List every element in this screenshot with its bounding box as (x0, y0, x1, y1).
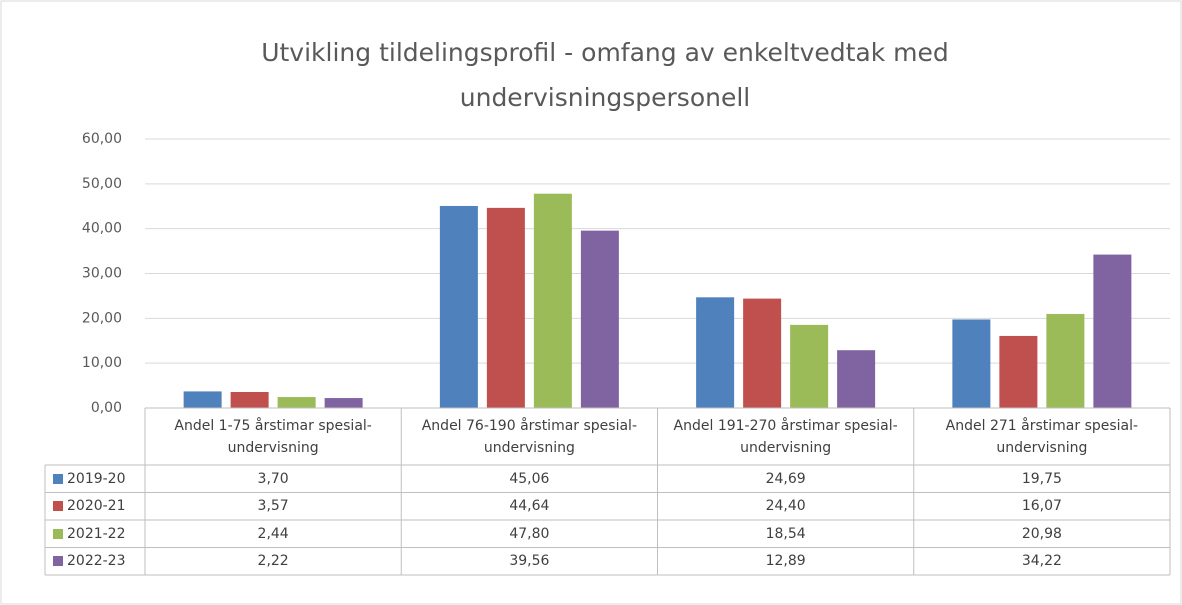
table-value: 2,44 (257, 525, 289, 542)
legend-entry: 2019-20 (45, 465, 145, 493)
table-value: 12,89 (765, 553, 806, 570)
y-tick-label: 10,00 (82, 355, 122, 371)
bar (743, 298, 782, 408)
bar (230, 391, 269, 408)
table-value: 39,56 (509, 553, 550, 570)
table-value: 19,75 (1021, 470, 1062, 487)
legend-entry: 2021-22 (45, 520, 145, 548)
bar (324, 398, 363, 408)
bar (486, 207, 525, 408)
bar (1046, 313, 1085, 408)
legend-label: 2021-22 (67, 525, 126, 542)
table-value: 18,54 (765, 525, 806, 542)
table-value: 44,64 (509, 498, 550, 515)
legend-label: 2020-21 (67, 498, 126, 515)
bar (183, 391, 222, 408)
table-value: 45,06 (509, 470, 550, 487)
category-label: Andel 271 årstimar spesial-undervisning (945, 417, 1139, 456)
legend-label: 2019-20 (67, 470, 126, 487)
legend-swatch (53, 556, 63, 567)
table-value: 3,57 (257, 498, 289, 515)
bar (1093, 254, 1132, 408)
bar (277, 397, 316, 408)
table-value: 3,70 (257, 470, 289, 487)
bar (580, 230, 619, 408)
chart-title: Utvikling tildelingsprofil - omfang av e… (261, 38, 949, 112)
table-value: 2,22 (257, 553, 289, 570)
bar (696, 297, 735, 408)
y-tick-label: 50,00 (82, 176, 122, 192)
bar (999, 335, 1038, 408)
legend-label: 2022-23 (67, 553, 126, 570)
category-label: Andel 76-190 årstimar spesial-undervisni… (421, 417, 637, 456)
table-value: 34,22 (1021, 553, 1062, 570)
table-value: 20,98 (1021, 525, 1062, 542)
table-value: 24,40 (765, 498, 806, 515)
y-tick-label: 40,00 (82, 221, 122, 237)
category-label: Andel 191-270 årstimar spesial-undervisn… (673, 417, 898, 456)
bar (837, 350, 876, 408)
legend-entry: 2022-23 (45, 548, 145, 576)
legend-entry: 2020-21 (45, 493, 145, 521)
legend-swatch (53, 528, 63, 539)
y-tick-label: 20,00 (82, 310, 122, 326)
bar (952, 319, 991, 408)
y-tick-label: 60,00 (82, 131, 122, 147)
bar (439, 205, 478, 408)
bar (533, 193, 572, 408)
y-tick-label: 0,00 (91, 400, 122, 416)
bar (790, 324, 829, 408)
category-label: Andel 1-75 årstimar spesial-undervisning (174, 417, 372, 456)
legend-swatch (53, 473, 63, 484)
table-value: 47,80 (509, 525, 550, 542)
legend-swatch (53, 501, 63, 512)
table-value: 16,07 (1021, 498, 1062, 515)
table-value: 24,69 (765, 470, 806, 487)
y-tick-label: 30,00 (82, 266, 122, 282)
